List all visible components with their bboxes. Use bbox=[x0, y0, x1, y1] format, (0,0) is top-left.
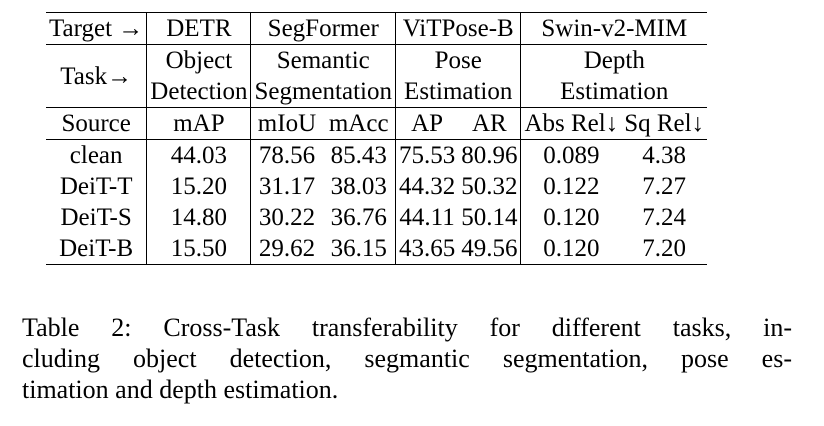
task-detection-line1: Object bbox=[146, 44, 252, 76]
source-label: Source bbox=[46, 107, 148, 140]
metric-miou: mIoU bbox=[250, 107, 323, 140]
table-header-models-row: Target → DETR SegFormer ViTPose-B Swin-v… bbox=[46, 12, 708, 45]
table-header-metrics-row: Source mAP mIoU mAcc AP AR Abs Rel↓ Sq R… bbox=[46, 107, 708, 140]
task-pose-line2: Estimation bbox=[395, 76, 522, 108]
table-row: clean 44.03 78.56 85.43 75.53 80.96 0.08… bbox=[46, 139, 708, 171]
cell-ar: 50.14 bbox=[458, 202, 522, 233]
cell-abs-rel: 0.089 bbox=[520, 139, 622, 171]
metric-map: mAP bbox=[146, 107, 252, 140]
cell-miou: 29.62 bbox=[250, 233, 323, 265]
cell-map: 44.03 bbox=[146, 139, 252, 171]
cell-ap: 43.65 bbox=[395, 233, 459, 265]
cell-ar: 80.96 bbox=[458, 139, 522, 171]
task-label: Task→ bbox=[46, 44, 148, 108]
cell-ar: 50.32 bbox=[458, 171, 522, 202]
cell-ar: 49.56 bbox=[458, 233, 522, 265]
cell-ap: 44.32 bbox=[398, 173, 456, 200]
metric-ar: AR bbox=[458, 107, 522, 140]
task-pose-line1: Pose bbox=[395, 44, 522, 76]
cell-macc: 38.03 bbox=[322, 171, 396, 202]
cell-sq-rel: 7.27 bbox=[642, 173, 687, 200]
row-source: clean bbox=[46, 139, 148, 171]
metric-ap: AP bbox=[395, 107, 459, 140]
cell-sq-rel: 7.24 bbox=[642, 204, 687, 231]
cell-macc: 36.15 bbox=[322, 233, 396, 265]
cell-macc: 36.76 bbox=[322, 202, 396, 233]
model-vitpose: ViTPose-B bbox=[395, 12, 522, 45]
cell-ap: 44.11 bbox=[399, 204, 455, 231]
caption-line-3: timation and depth estimation. bbox=[22, 375, 339, 404]
cell-abs-rel: 0.122 bbox=[543, 173, 600, 200]
caption-line-1: Table 2: Cross-Task transferability for … bbox=[22, 313, 792, 342]
row-source: DeiT-T bbox=[46, 171, 148, 202]
task-detection-line2: Detection bbox=[146, 76, 252, 108]
table-header-task-row-2: Detection Segmentation Estimation Estima… bbox=[46, 76, 707, 108]
cell-macc: 85.43 bbox=[322, 139, 396, 171]
results-table-container: Target → DETR SegFormer ViTPose-B Swin-v… bbox=[46, 12, 708, 265]
table-caption: Table 2: Cross-Task transferability for … bbox=[22, 312, 792, 405]
table-row: DeiT-B 15.50 29.62 36.15 43.65 49.56 0.1… bbox=[46, 233, 708, 265]
row-source: DeiT-B bbox=[46, 233, 148, 265]
metric-macc: mAcc bbox=[322, 107, 396, 140]
row-source: DeiT-S bbox=[46, 202, 148, 233]
cell-sq-rel: 7.20 bbox=[621, 233, 708, 265]
caption-line-2: cluding object detection, segmantic segm… bbox=[22, 344, 792, 373]
table-row: DeiT-T 15.20 31.17 38.03 44.32 50.32 0.1… bbox=[46, 171, 707, 202]
cell-map: 15.50 bbox=[146, 233, 252, 265]
cell-abs-rel: 0.120 bbox=[543, 204, 600, 231]
cell-sq-rel: 4.38 bbox=[621, 139, 708, 171]
cell-map: 15.20 bbox=[146, 171, 252, 202]
metric-abs-rel: Abs Rel↓ bbox=[520, 107, 622, 140]
cell-miou: 78.56 bbox=[250, 139, 323, 171]
cell-miou: 30.22 bbox=[258, 204, 316, 231]
results-table: Target → DETR SegFormer ViTPose-B Swin-v… bbox=[46, 12, 708, 265]
task-depth-line2: Estimation bbox=[560, 78, 669, 105]
model-segformer: SegFormer bbox=[250, 12, 396, 45]
table-row: DeiT-S 14.80 30.22 36.76 44.11 50.14 0.1… bbox=[46, 202, 707, 233]
task-segmentation-line1: Semantic bbox=[250, 44, 396, 76]
target-label: Target → bbox=[46, 12, 148, 45]
task-segmentation-line2: Segmentation bbox=[250, 76, 396, 108]
model-detr: DETR bbox=[146, 12, 252, 45]
cell-map: 14.80 bbox=[146, 202, 252, 233]
metric-sq-rel: Sq Rel↓ bbox=[621, 107, 708, 140]
cell-abs-rel: 0.120 bbox=[520, 233, 622, 265]
model-swin: Swin-v2-MIM bbox=[520, 12, 708, 45]
task-depth-line1: Depth bbox=[520, 44, 708, 76]
cell-ap: 75.53 bbox=[395, 139, 459, 171]
table-header-task-row: Task→ Object Semantic Pose Depth bbox=[46, 44, 708, 108]
cell-miou: 31.17 bbox=[258, 173, 316, 200]
